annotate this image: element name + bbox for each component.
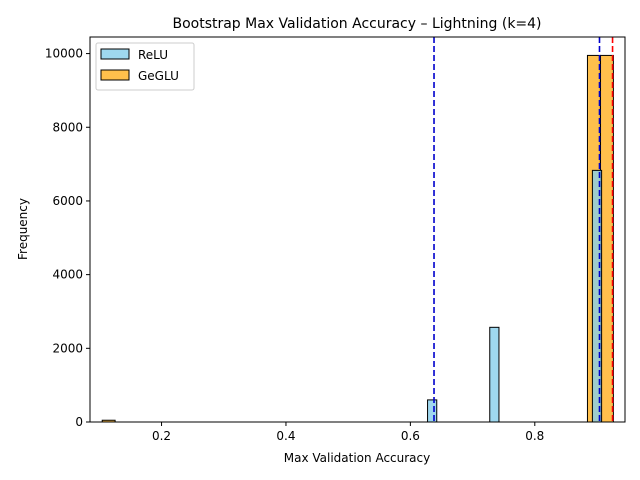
x-tick-label: 0.6 (401, 429, 420, 443)
y-tick-label: 4000 (52, 268, 83, 282)
y-tick-label: 6000 (52, 194, 83, 208)
legend-swatch-relu (100, 48, 130, 60)
x-tick-label: 0.4 (276, 429, 295, 443)
plot-frame (89, 36, 626, 423)
y-tick-label: 2000 (52, 341, 83, 355)
relu-bar (427, 399, 438, 423)
relu-bar (489, 326, 500, 423)
y-axis-label: Frequency (16, 198, 30, 260)
y-tick-label: 8000 (52, 120, 83, 134)
x-axis-label: Max Validation Accuracy (284, 451, 430, 465)
legend-swatch-geglu (100, 69, 130, 81)
y-axis-ticks: 0 2000 4000 6000 8000 10000 (45, 47, 90, 429)
legend-label-geglu: GeGLU (138, 69, 179, 83)
x-axis-ticks: 0.2 0.4 0.6 0.8 (152, 422, 544, 443)
reference-lines (433, 37, 614, 422)
legend-label-relu: ReLU (138, 48, 168, 62)
geglu-bar (600, 54, 614, 423)
chart-title: Bootstrap Max Validation Accuracy – Ligh… (172, 16, 541, 32)
x-tick-label: 0.2 (152, 429, 171, 443)
y-tick-label: 10000 (45, 47, 83, 61)
x-tick-label: 0.8 (525, 429, 544, 443)
plot-area (90, 37, 625, 422)
y-tick-label: 0 (75, 415, 83, 429)
legend: ReLU GeGLU (95, 42, 195, 91)
